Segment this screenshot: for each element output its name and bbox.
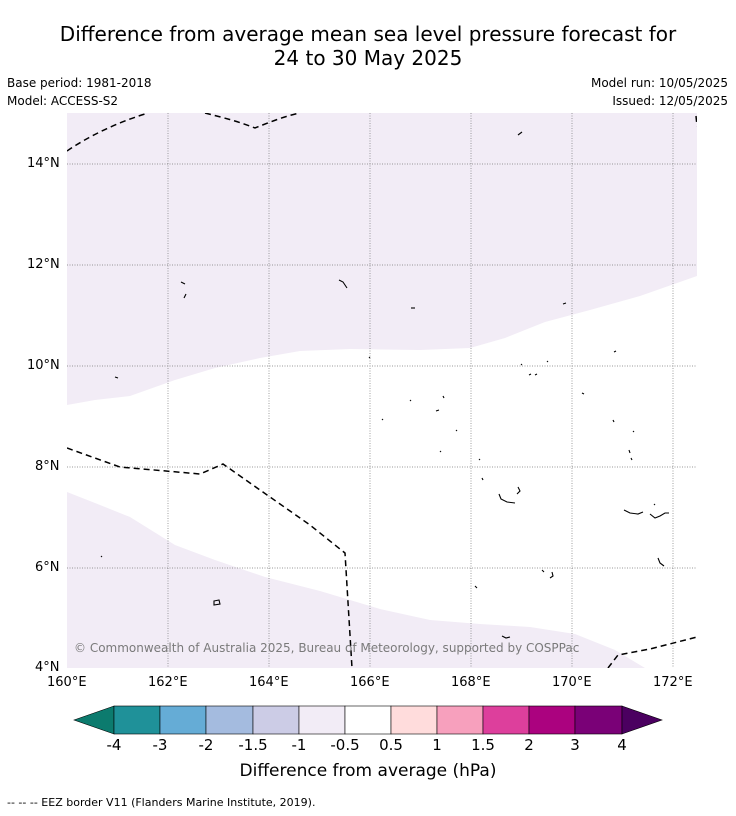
lat-label-12n: 12°N — [27, 257, 60, 272]
colorbar-tick: 2 — [524, 736, 534, 754]
meta-right: Model run: 10/05/2025 Issued: 12/05/2025 — [591, 74, 728, 110]
colorbar-bin — [574, 705, 623, 735]
colorbar-tick: 1 — [432, 736, 442, 754]
colorbar-bin — [298, 705, 346, 735]
colorbar-bin — [482, 705, 530, 735]
colorbar-bin — [344, 705, 392, 735]
colorbar — [73, 705, 663, 735]
colorbar-tick: -0.5 — [330, 736, 360, 754]
anomaly-region-south — [67, 492, 645, 668]
gridlines — [67, 113, 697, 668]
colorbar-bin — [159, 705, 207, 735]
colorbar-arrow-high — [621, 705, 663, 735]
colorbar-tick: 0.5 — [379, 736, 403, 754]
lon-label-162e: 162°E — [148, 675, 188, 690]
colorbar-tick: -2 — [198, 736, 214, 754]
map-title: Difference from average mean sea level p… — [0, 22, 736, 70]
colorbar-tick: -1.5 — [238, 736, 268, 754]
lat-label-6n: 6°N — [35, 560, 60, 575]
colorbar-title: Difference from average (hPa) — [239, 761, 497, 781]
colorbar-tick: 1.5 — [471, 736, 495, 754]
lon-label-166e: 166°E — [350, 675, 390, 690]
title-line-2: 24 to 30 May 2025 — [273, 46, 463, 70]
lat-label-4n: 4°N — [35, 660, 60, 675]
model-run: Model run: 10/05/2025 — [590, 76, 728, 90]
colorbar-tick: -3 — [152, 736, 168, 754]
colorbar-bin — [528, 705, 576, 735]
colorbar-bin — [113, 705, 161, 735]
colorbar-bin — [205, 705, 254, 735]
copyright-notice: © Commonwealth of Australia 2025, Bureau… — [74, 641, 580, 655]
eez-borders — [67, 113, 697, 668]
issued-date: Issued: 12/05/2025 — [612, 94, 728, 108]
colorbar-tick: 3 — [570, 736, 580, 754]
lon-label-172e: 172°E — [653, 675, 693, 690]
colorbar-tick: 4 — [617, 736, 627, 754]
colorbar-bin — [436, 705, 484, 735]
model-name: Model: ACCESS-S2 — [7, 94, 119, 108]
title-line-1: Difference from average mean sea level p… — [59, 22, 677, 46]
colorbar-tick: -4 — [106, 736, 122, 754]
meta-left: Base period: 1981-2018 Model: ACCESS-S2 — [7, 74, 152, 110]
lat-label-8n: 8°N — [35, 459, 60, 474]
lat-label-14n: 14°N — [27, 156, 60, 171]
eez-legend-note: -- -- -- EEZ border V11 (Flanders Marine… — [7, 796, 316, 809]
lat-label-10n: 10°N — [27, 358, 60, 373]
base-period: Base period: 1981-2018 — [7, 76, 152, 90]
islands — [100, 131, 669, 639]
lon-label-168e: 168°E — [451, 675, 491, 690]
lon-label-170e: 170°E — [552, 675, 592, 690]
colorbar-arrow-low — [73, 705, 115, 735]
lon-label-160e: 160°E — [47, 675, 87, 690]
colorbar-bin — [252, 705, 300, 735]
anomaly-region-north — [67, 113, 697, 405]
colorbar-tick: -1 — [291, 736, 307, 754]
lon-label-164e: 164°E — [249, 675, 289, 690]
colorbar-bin — [390, 705, 438, 735]
